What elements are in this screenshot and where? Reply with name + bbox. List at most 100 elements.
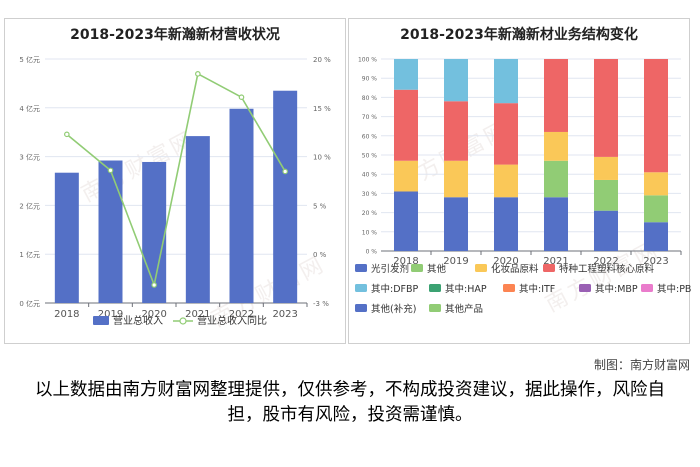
stack-segment [394, 191, 418, 251]
x-tick-label: 2021 [185, 309, 210, 320]
stack-segment [544, 197, 568, 251]
stack-segment [394, 59, 418, 90]
revenue-bar [98, 160, 123, 303]
right-tick-label: 20 % [313, 56, 331, 64]
legend-swatch [429, 304, 441, 312]
credit-label: 制图：南方财富网 [593, 358, 690, 372]
right-tick-label: 10 % [313, 154, 331, 162]
revenue-bar [185, 136, 210, 303]
stack-segment [594, 156, 618, 180]
legend-label: 化妆品原料 [491, 263, 539, 275]
y-tick-label: 90 % [362, 76, 378, 83]
stack-segment [494, 197, 518, 251]
stack-segment [594, 210, 618, 251]
left-tick-label: 3 亿元 [19, 153, 40, 162]
legend-swatch [475, 264, 487, 272]
x-tick-label: 2018 [393, 256, 418, 267]
y-tick-label: 100 % [358, 57, 377, 64]
x-tick-label: 2018 [54, 309, 79, 320]
left-tick-label: 5 亿元 [19, 55, 40, 64]
y-tick-label: 60 % [362, 133, 378, 140]
disclaimer-text: 以上数据由南方财富网整理提供，仅供参考，不构成投资建议，据此操作，风险自担，股市… [35, 380, 665, 425]
growth-point [64, 131, 70, 138]
growth-line [66, 72, 286, 288]
structure-chart-panel: 南方财富网 南方财富网 2018-2023年新瀚新材业务结构变化 0 %10 %… [348, 18, 691, 344]
legend-swatch [641, 284, 653, 292]
stack-segment [644, 172, 668, 196]
legend-label: 光引发剂 [371, 263, 409, 275]
left-tick-label: 1 亿元 [19, 250, 40, 259]
stack-segment [594, 59, 618, 157]
growth-point [151, 282, 157, 288]
left-tick-label: 2 亿元 [19, 201, 40, 210]
revenue-chart-panel: 南方财富网 南方财富网 2018-2023年新瀚新材营收状况 0 亿元 1 亿元 2… [4, 18, 346, 344]
stack-segment [494, 103, 518, 165]
stack-segment [444, 197, 468, 251]
growth-point [195, 71, 201, 77]
y-tick-label: 40 % [362, 172, 378, 179]
legend-swatch [179, 317, 187, 325]
x-tick-label: 2019 [98, 309, 123, 320]
legend-label: 其中:ITF [519, 283, 555, 295]
y-tick-label: 0 % [366, 249, 378, 256]
legend-swatch [355, 264, 367, 272]
revenue-bar [54, 172, 79, 303]
right-tick-label: 0 % [313, 251, 327, 259]
right-tick-label: 15 % [313, 105, 331, 113]
y-tick-label: 50 % [362, 153, 378, 160]
legend-swatch [355, 284, 367, 292]
left-tick-label: 0 亿元 [19, 299, 40, 308]
stack-segment [544, 59, 568, 132]
growth-point [107, 167, 114, 174]
x-tick-label: 2022 [593, 256, 618, 267]
legend-swatch [411, 264, 423, 272]
stack-segment [444, 59, 468, 102]
y-tick-label: 70 % [362, 114, 378, 121]
stack-segment [544, 131, 568, 161]
legend-swatch [93, 316, 109, 325]
revenue-chart-svg: 0 亿元 1 亿元 2 亿元 3 亿元 4 亿元 5 亿元 -3 % 0 % 5 % 10 % 15… [19, 55, 331, 327]
y-tick-label: 30 % [362, 191, 378, 198]
legend-label: 其中:MBP [595, 283, 638, 295]
x-tick-label: 2020 [493, 256, 518, 267]
legend-label: 其中:HAP [445, 283, 487, 295]
stack-segment [644, 59, 668, 173]
x-tick-label: 2023 [643, 256, 668, 267]
structure-chart-svg: 0 % 10 % 20 % 30 % 40 % 50 % 60 % 70 % 80 % 90 % 1… [355, 57, 691, 315]
stack-segment [394, 89, 418, 161]
x-tick-label: 2021 [543, 256, 568, 267]
revenue-bar [142, 161, 167, 303]
x-tick-label: 2019 [443, 256, 468, 267]
legend-swatch [543, 264, 555, 272]
legend-label: 其他 [427, 263, 447, 275]
stack-segment [544, 160, 568, 198]
x-tick-label: 2022 [229, 309, 254, 320]
legend-label: 营业总收入同比 [197, 314, 267, 327]
stack-segment [444, 160, 468, 198]
legend-label: 其中:DFBP [371, 283, 418, 295]
structure-chart-title: 2018-2023年新瀚新材业务结构变化 [400, 27, 638, 43]
legend-label: 其他产品 [445, 303, 483, 315]
legend-label: 特种工程塑料核心原料 [559, 263, 655, 275]
stack-segment [494, 59, 518, 104]
legend-swatch [503, 284, 515, 292]
stack-segment [644, 195, 668, 223]
revenue-bar [229, 108, 254, 303]
legend-label: 其中:PBZ [657, 283, 691, 295]
x-tick-label: 2020 [141, 309, 166, 320]
y-tick-label: 10 % [362, 229, 378, 236]
legend-swatch [579, 284, 591, 292]
revenue-bar [273, 90, 298, 303]
right-tick-label: 5 % [313, 202, 327, 210]
growth-point [282, 168, 288, 175]
left-tick-label: 4 亿元 [19, 104, 40, 113]
right-tick-label: -3 % [313, 300, 329, 308]
legend-label: 营业总收入 [113, 314, 163, 327]
stack-segment [644, 222, 668, 251]
y-tick-label: 80 % [362, 95, 378, 102]
stack-segment [594, 179, 618, 211]
stack-segment [394, 160, 418, 192]
legend-swatch [355, 304, 367, 312]
legend-swatch [429, 284, 441, 292]
stack-segment [494, 164, 518, 198]
